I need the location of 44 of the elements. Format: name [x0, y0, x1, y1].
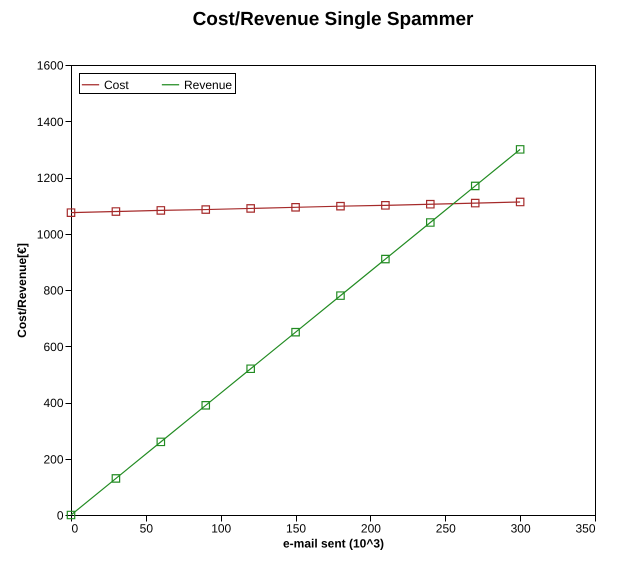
y-tick-label: 400 — [43, 396, 64, 410]
point — [426, 218, 435, 227]
legend-label: Revenue — [184, 78, 232, 92]
point — [470, 182, 480, 190]
point — [246, 204, 255, 213]
point — [156, 438, 166, 446]
point — [426, 200, 435, 209]
y-tick-label: 0 — [56, 508, 64, 522]
point — [516, 198, 524, 206]
point — [291, 328, 300, 336]
y-tick-label: 200 — [43, 452, 64, 466]
point — [156, 206, 166, 215]
point — [201, 401, 210, 410]
point — [381, 201, 390, 210]
y-axis-title: Cost/Revenue[€] — [14, 243, 29, 338]
x-tick-label: 150 — [286, 522, 306, 536]
x-tick-label: 200 — [360, 522, 382, 536]
x-tick-label: 350 — [575, 522, 596, 536]
point — [112, 207, 120, 216]
point — [246, 364, 255, 374]
y-tick-label: 1600 — [36, 58, 64, 72]
point — [201, 205, 210, 214]
x-tick-label: 0 — [72, 522, 78, 536]
point — [66, 510, 76, 520]
point — [470, 198, 480, 208]
y-tick-label: 1400 — [36, 114, 64, 129]
x-tick-label: 300 — [510, 522, 531, 536]
y-tick-label: 1000 — [36, 227, 64, 242]
point — [516, 145, 524, 154]
x-tick-label: 50 — [140, 522, 154, 536]
y-tick-label: 1200 — [36, 171, 64, 185]
point — [66, 208, 76, 217]
point — [336, 202, 345, 210]
x-tick-label: 100 — [211, 522, 232, 536]
legend-label: Cost — [104, 78, 130, 92]
chart-title: Cost/Revenue Single Spammer — [192, 9, 474, 30]
point — [336, 291, 345, 300]
x-axis-title: e-mail sent (10^3) — [282, 536, 384, 550]
point — [291, 203, 300, 212]
point — [112, 474, 120, 483]
y-tick-label: 800 — [43, 284, 64, 298]
x-tick-label: 250 — [436, 522, 456, 536]
y-tick-label: 600 — [43, 340, 64, 354]
point — [381, 254, 390, 264]
